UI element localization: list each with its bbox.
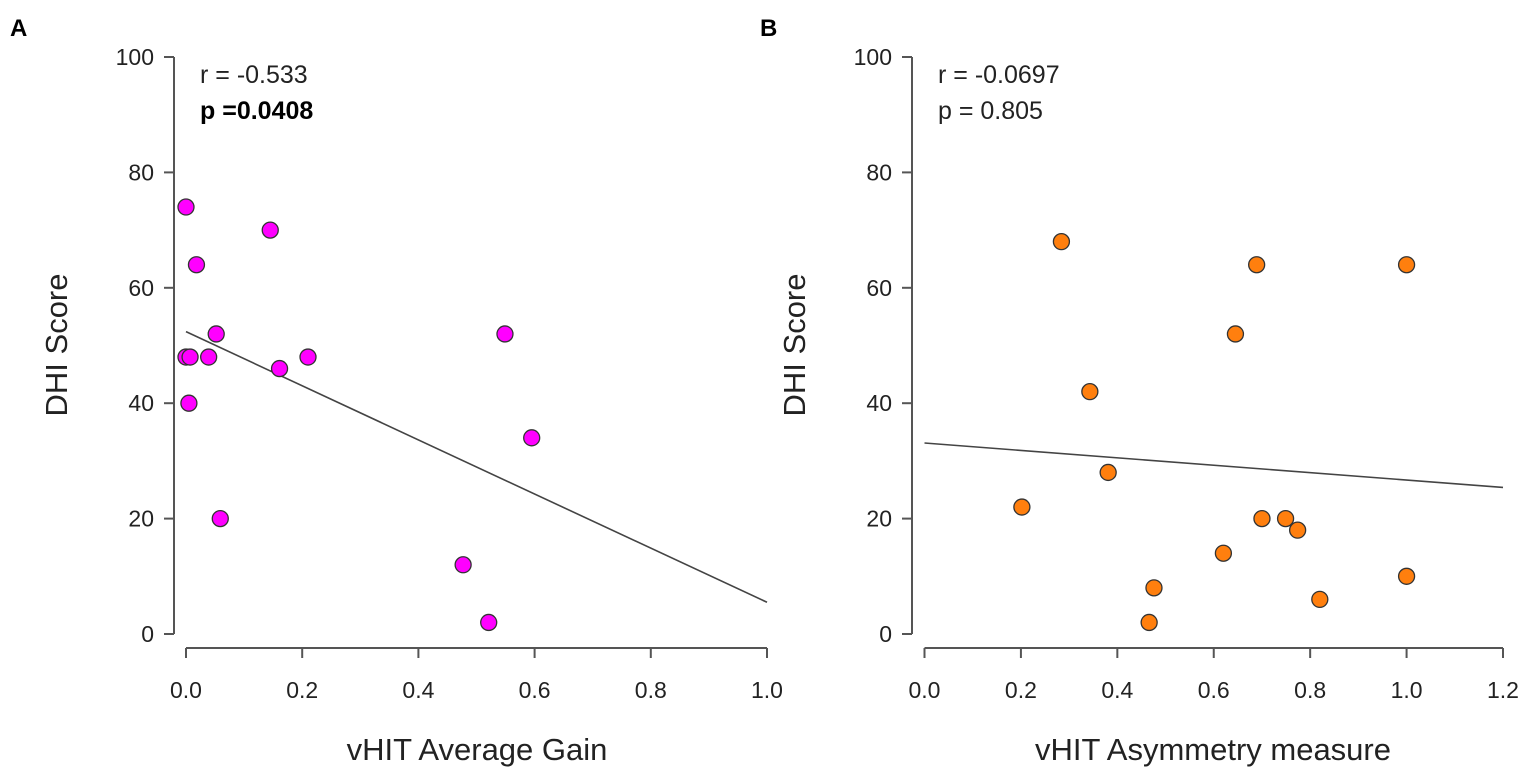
panel-b-y-tick-label: 0	[879, 621, 892, 647]
panel-a-y-tick-label: 0	[141, 621, 154, 647]
panel-label-a: A	[10, 15, 27, 42]
panel-a-x-tick-label: 0.0	[170, 677, 202, 703]
panel-b-data-point	[1311, 590, 1329, 609]
panel-a-data-point	[261, 221, 279, 239]
panel-b-x-tick-label: 0.8	[1294, 677, 1326, 703]
panel-a-y-tick-label: 100	[116, 44, 154, 70]
panel-a-data-point	[181, 348, 199, 366]
panel-a-data-point	[299, 348, 317, 366]
panel-a-y-axis-title: DHI Score	[39, 274, 74, 417]
panel-a-data-point	[207, 325, 225, 343]
panel-b-x-tick-label: 0.0	[909, 677, 941, 703]
panel-a-data-point	[480, 613, 498, 632]
panel-a-data-point	[523, 429, 541, 447]
panel-b-data-point	[1288, 521, 1307, 539]
panel-a-x-tick-label: 1.0	[751, 677, 783, 703]
panel-a-data-point	[180, 394, 198, 412]
panel-a-regression-line	[185, 330, 768, 603]
panel-b-p-annotation: p = 0.805	[938, 97, 1043, 125]
panel-a-y-tick-label: 60	[128, 275, 154, 301]
panel-a-x-tick-label: 0.2	[286, 677, 318, 703]
panel-b-data-point	[1052, 232, 1071, 251]
panel-b-regression-line	[924, 442, 1504, 489]
panel-a-y-tick-label: 40	[128, 390, 154, 416]
panel-b-data-point	[1214, 544, 1233, 562]
panel-b-x-axis-title: vHIT Asymmetry measure	[1035, 732, 1391, 767]
panel-a-plot: 0 20 40 60 80 100 0.0 0.2 0.4 0.6 0.8 1.0	[116, 44, 783, 703]
panel-a-data-point	[211, 509, 229, 528]
panel-b-data-point	[1013, 498, 1031, 516]
panel-b-r-annotation: r = -0.0697	[938, 61, 1060, 89]
panel-a-data-point	[200, 348, 218, 366]
panel-b-data-point	[1145, 579, 1163, 597]
panel-b-y-tick-label: 20	[866, 506, 892, 532]
panel-a-x-tick-label: 0.8	[635, 677, 667, 703]
panel-a-x-tick-label: 0.4	[402, 677, 434, 703]
panel-b-y-tick-label: 80	[866, 159, 892, 185]
panel-a-x-axis-title: vHIT Average Gain	[347, 732, 608, 767]
panel-b-data-point	[1226, 325, 1245, 343]
panel-b-x-tick-label: 0.2	[1005, 677, 1037, 703]
panel-a-y-tick-label: 80	[128, 159, 154, 185]
panel-b-y-tick-label: 60	[866, 275, 892, 301]
panel-a-x-tick-label: 0.6	[519, 677, 551, 703]
panel-b-data-point	[1276, 509, 1295, 528]
panel-a-r-annotation: r = -0.533	[200, 61, 308, 89]
panel-a-data-point	[187, 256, 206, 274]
panel-b-data-point	[1140, 613, 1158, 632]
panel-b-y-tick-label: 40	[866, 390, 892, 416]
panel-b-data-point	[1081, 383, 1099, 401]
panel-a-data-point	[177, 198, 195, 216]
panel-b-y-tick-label: 100	[854, 44, 892, 70]
panel-a-data-point	[496, 325, 514, 343]
panel-b-data-point	[1253, 509, 1271, 528]
panel-b-x-tick-label: 1.2	[1487, 677, 1519, 703]
panel-b-x-tick-label: 0.4	[1101, 677, 1133, 703]
panel-b-plot: 0 20 40 60 80 100 0.0 0.2 0.4 0.6 0.8 1.0 1.2	[854, 44, 1519, 703]
panel-a-p-annotation: p =0.0408	[200, 97, 313, 125]
panel-label-b: B	[760, 15, 777, 42]
panel-a-data-point	[270, 359, 289, 378]
panel-b-y-axis-title: DHI Score	[777, 274, 812, 417]
panel-b-x-tick-label: 0.6	[1198, 677, 1230, 703]
panel-b-data-point	[1099, 463, 1117, 482]
panel-b-data-point	[1397, 567, 1416, 585]
panel-b-data-point	[1248, 256, 1266, 274]
panel-a-y-tick-label: 20	[128, 506, 154, 532]
panel-b-data-point	[1397, 256, 1416, 274]
panel-a-data-point	[454, 556, 472, 574]
panel-b-x-tick-label: 1.0	[1391, 677, 1423, 703]
